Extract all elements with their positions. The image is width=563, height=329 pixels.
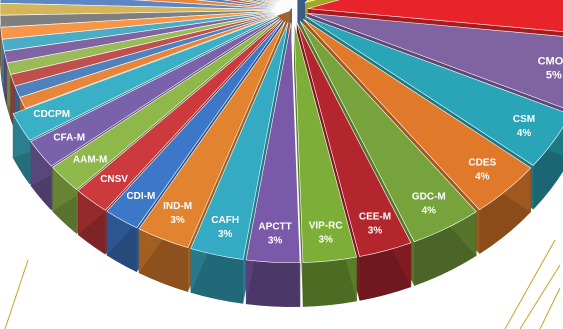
slice-top xyxy=(299,20,477,243)
pie-slice-vip-rc xyxy=(293,22,358,307)
slice-label-aam-m: AAM-M xyxy=(73,155,107,166)
slice-top xyxy=(106,20,284,229)
leader-line-2 xyxy=(539,287,561,329)
slice-top xyxy=(190,22,289,260)
slice-value-csm: 4% xyxy=(517,128,532,139)
slice-top xyxy=(296,22,412,257)
slice-top xyxy=(245,22,301,264)
slice-value-cdes: 4% xyxy=(475,172,490,183)
slice-top xyxy=(293,22,358,263)
slice-face-1 xyxy=(293,22,303,307)
slice-label-ind-m: IND-M xyxy=(163,201,192,212)
slice-label-cafh: CAFH xyxy=(211,215,239,226)
leader-line-3 xyxy=(4,259,29,329)
slice-label-vip-rc: VIP-RC xyxy=(309,220,343,231)
leader-line-1 xyxy=(519,264,561,329)
slice-value-apctt: 3% xyxy=(268,236,283,247)
slice-top xyxy=(12,15,278,141)
slice-label-csm: CSM xyxy=(513,114,535,125)
slice-value-cmof: 5% xyxy=(546,70,562,82)
slice-label-cnsv: CNSV xyxy=(100,174,128,185)
slice-value-ind-m: 3% xyxy=(170,215,185,226)
slice-top xyxy=(52,18,281,190)
slice-top xyxy=(77,19,282,211)
slice-top xyxy=(132,0,291,11)
leader-line-4 xyxy=(504,239,556,329)
slice-top xyxy=(305,16,563,166)
pie-slice-apctt xyxy=(245,22,301,307)
slice-label-cmof: CMOF xyxy=(538,56,563,68)
slice-label-cdes: CDES xyxy=(468,158,496,169)
slice-value-gdc-m: 4% xyxy=(422,205,437,216)
slice-top xyxy=(30,17,280,167)
slice-value-cafh: 3% xyxy=(218,229,233,240)
slice-label-gdc-m: GDC-M xyxy=(412,191,446,202)
slice-value-vip-rc: 3% xyxy=(318,234,333,245)
slice-label-cee-m: CEE-M xyxy=(359,211,391,222)
slice-top xyxy=(19,10,291,109)
slice-top xyxy=(303,18,532,211)
slice-top xyxy=(307,0,563,32)
slice-top xyxy=(304,0,316,4)
slice-side xyxy=(245,259,301,307)
slice-label-cfa-m: CFA-M xyxy=(53,133,85,144)
slice-label-apctt: APCTT xyxy=(258,222,291,233)
slice-value-cee-m: 3% xyxy=(368,225,383,236)
slice-label-cdcpm: CDCPM xyxy=(33,109,70,120)
slice-label-cdi-m: CDI-M xyxy=(126,191,155,202)
slice-top xyxy=(138,21,286,249)
slice-top xyxy=(307,13,563,109)
